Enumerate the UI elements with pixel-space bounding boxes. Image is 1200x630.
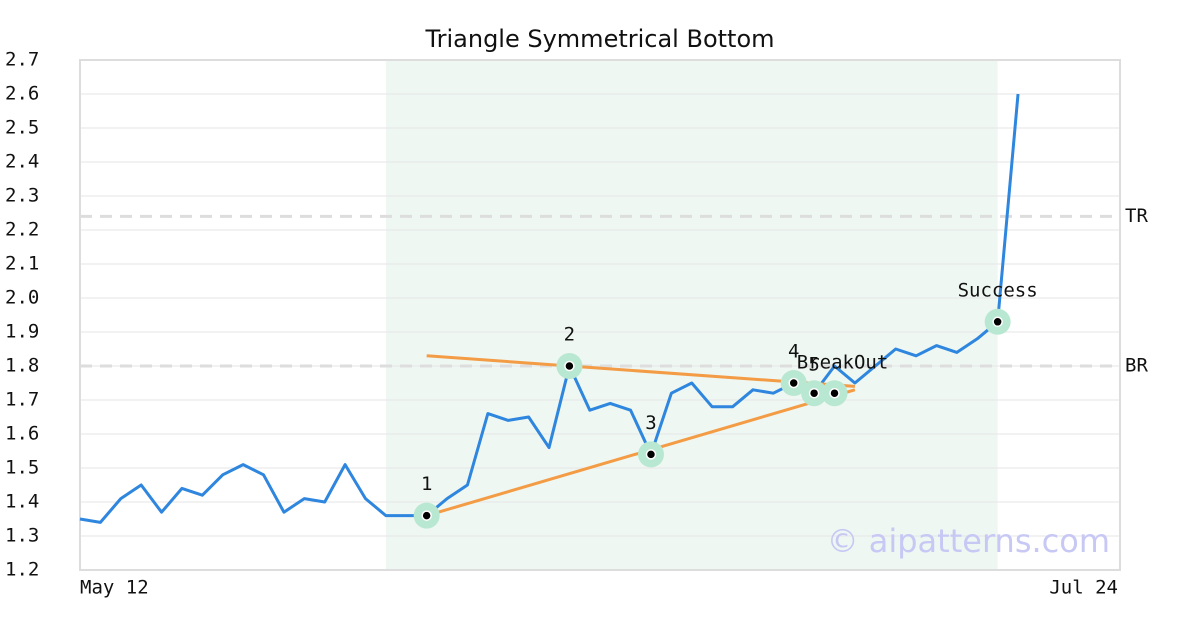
y-tick-label: 1.7 <box>5 389 39 411</box>
y-tick-label: 1.8 <box>5 355 39 377</box>
x-tick-label: Jul 24 <box>1049 577 1118 599</box>
point-marker <box>421 510 432 521</box>
point-label: 1 <box>421 473 432 495</box>
point-marker <box>808 387 820 399</box>
chart-title: Triangle Symmetrical Bottom <box>424 25 774 53</box>
y-tick-label: 1.5 <box>5 457 39 479</box>
y-tick-label: 1.2 <box>5 559 39 581</box>
y-tick-label: 2.7 <box>5 49 39 71</box>
y-tick-label: 1.4 <box>5 491 39 513</box>
y-tick-label: 2.6 <box>5 83 39 105</box>
highlight-region <box>385 60 998 570</box>
point-label: 3 <box>645 412 656 434</box>
point-label: 5 <box>808 354 819 376</box>
y-tick-label: 2.3 <box>5 185 39 207</box>
reference-label: TR <box>1125 205 1148 227</box>
reference-label: BR <box>1125 355 1148 377</box>
y-tick-label: 2.1 <box>5 253 39 275</box>
point-marker <box>829 387 840 399</box>
y-tick-label: 1.9 <box>5 321 39 343</box>
y-tick-label: 1.6 <box>5 423 39 445</box>
x-tick-label: May 12 <box>80 577 149 599</box>
point-marker <box>564 360 575 372</box>
series-line <box>79 93 1020 524</box>
point-label: Success <box>958 279 1038 301</box>
point-label: BreakOut <box>797 352 889 374</box>
point-label: 4 <box>788 341 799 363</box>
point-marker <box>645 449 657 460</box>
point-marker <box>992 316 1003 328</box>
y-tick-label: 1.3 <box>5 525 39 547</box>
plot-frame <box>79 59 1121 571</box>
point-marker <box>788 377 799 389</box>
y-tick-label: 2.5 <box>5 117 39 139</box>
y-tick-label: 2.4 <box>5 151 39 173</box>
y-tick-label: 2.0 <box>5 287 39 309</box>
watermark: © aipatterns.com <box>827 522 1110 560</box>
y-tick-label: 2.2 <box>5 219 39 241</box>
point-label: 2 <box>564 324 575 346</box>
